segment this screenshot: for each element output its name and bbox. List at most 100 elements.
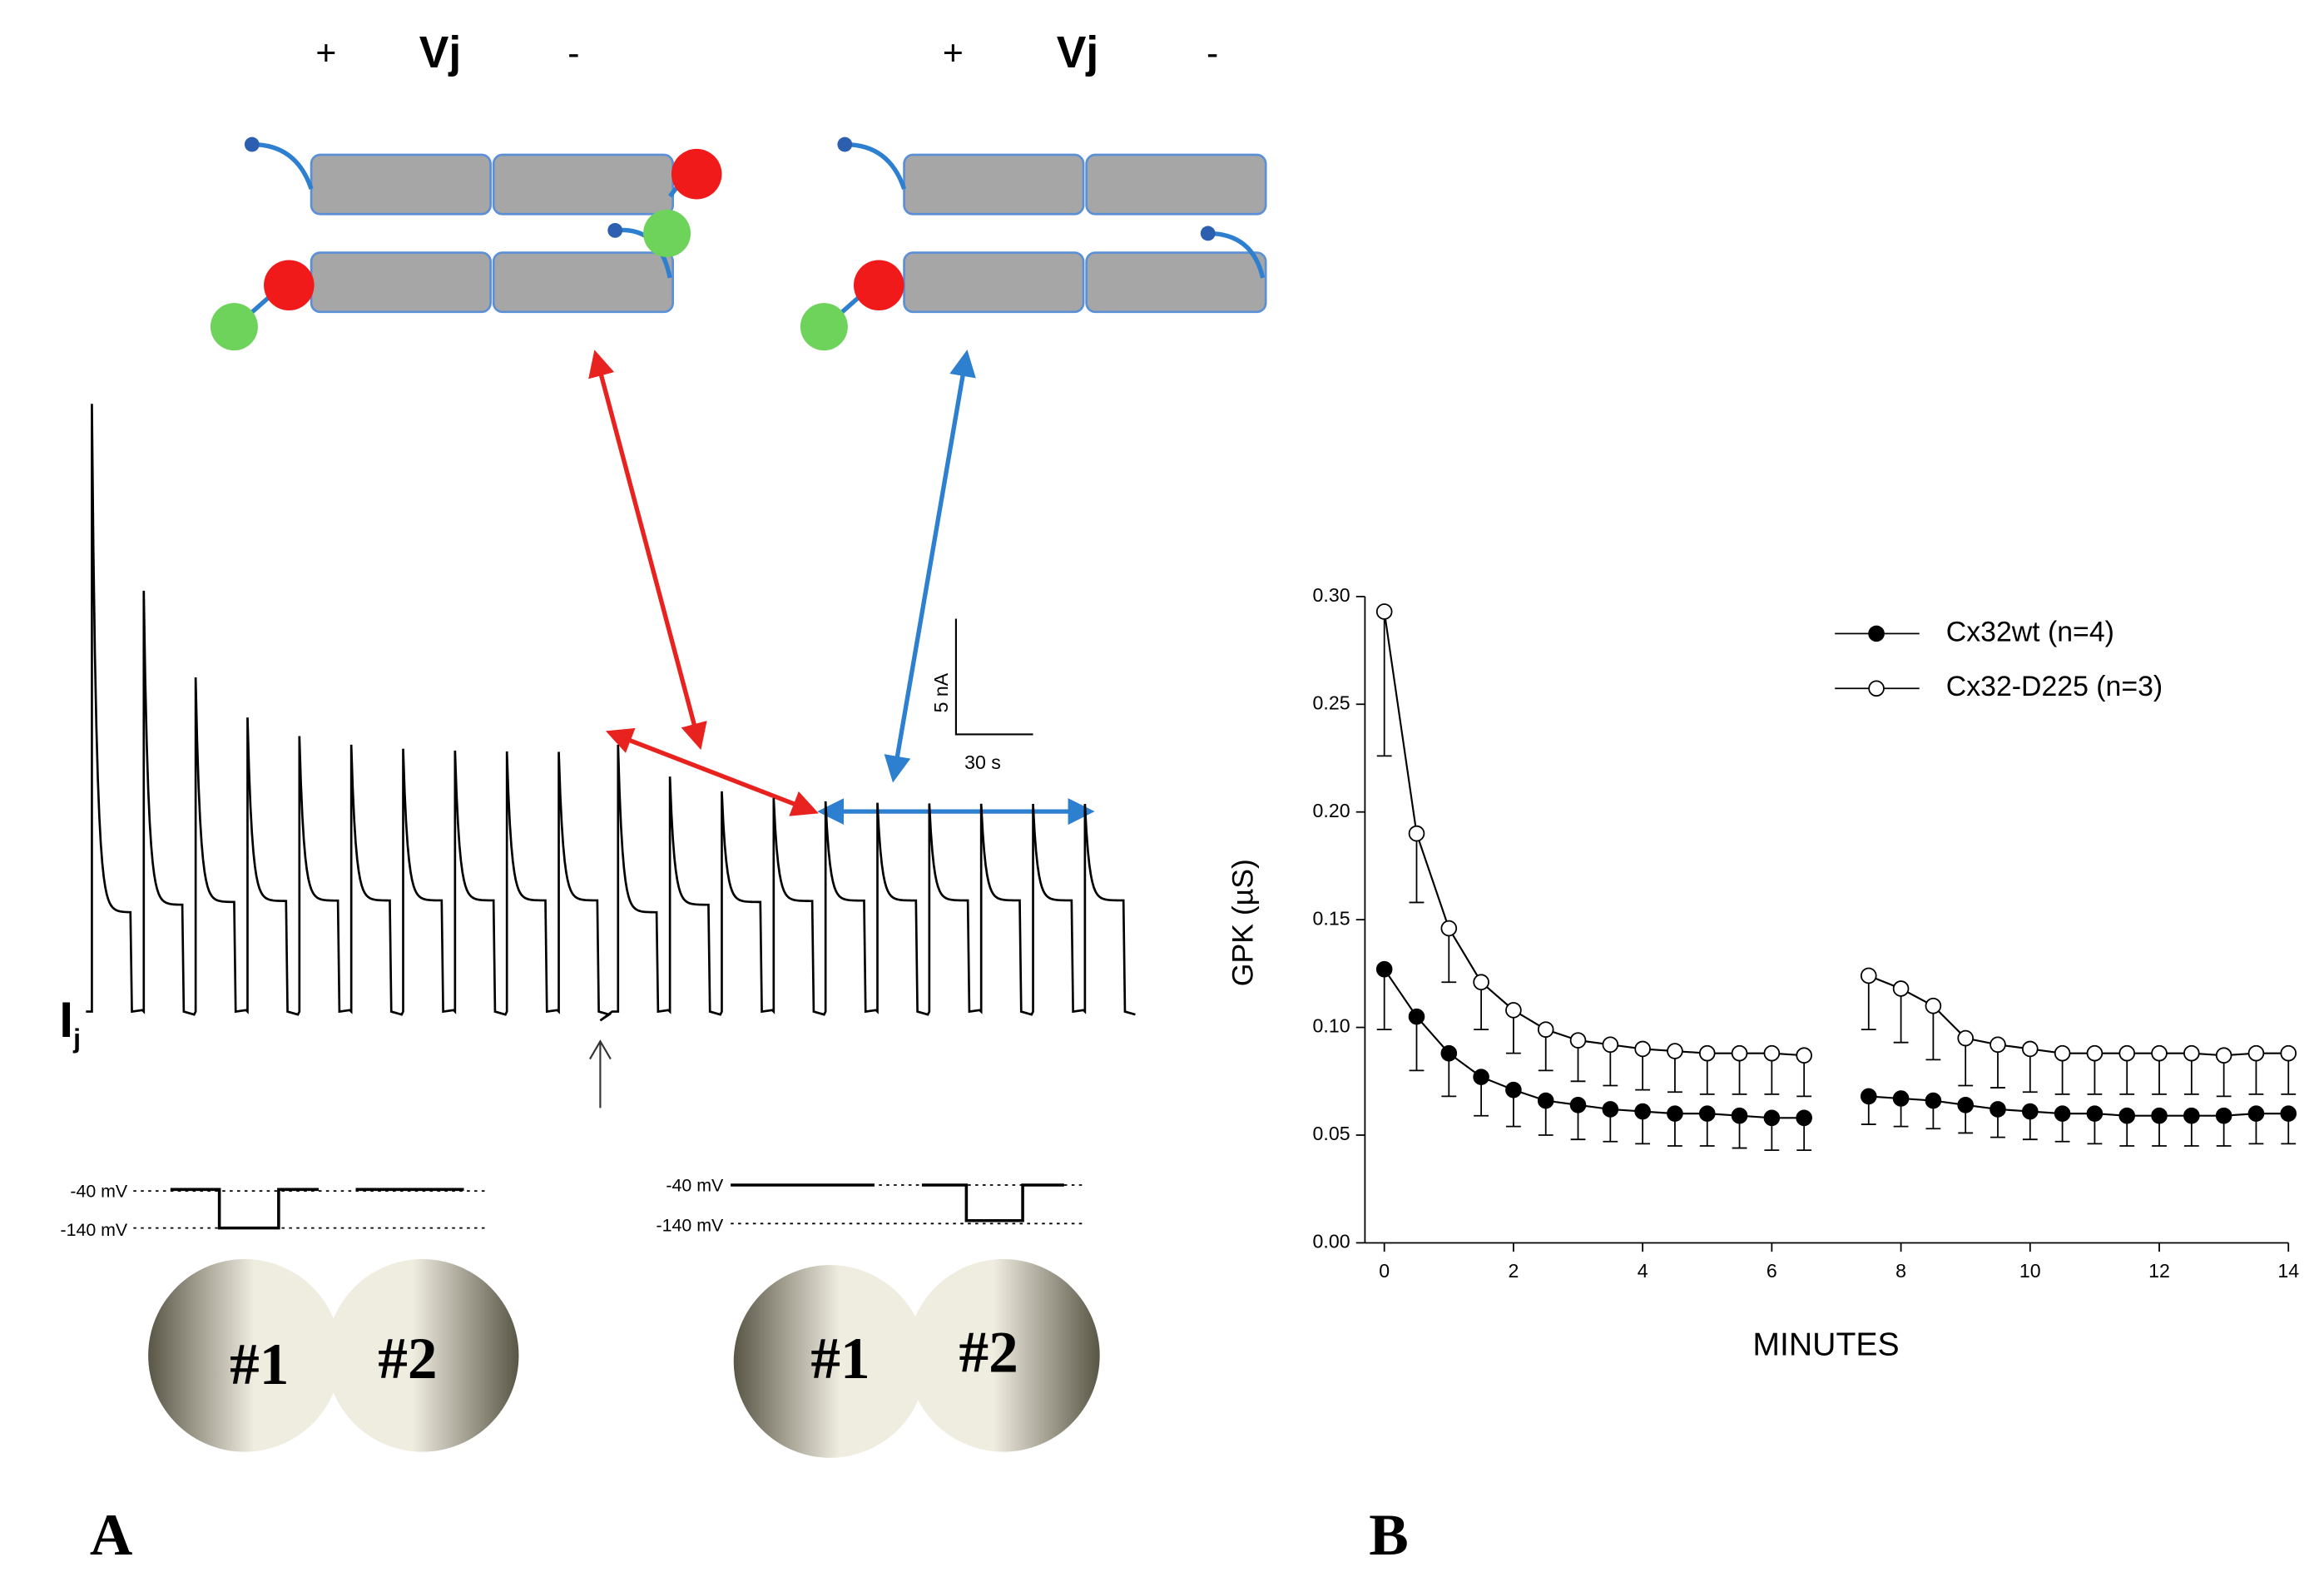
series-line	[1383, 969, 2289, 1119]
point	[1957, 1096, 1974, 1113]
plus: +	[315, 33, 336, 73]
switch-arrow	[589, 1039, 612, 1108]
step-label: -140 mV	[657, 1216, 724, 1236]
point	[1796, 1109, 1812, 1127]
point	[2151, 1107, 2168, 1124]
point	[1569, 1032, 1587, 1049]
point	[2280, 1105, 2297, 1122]
point	[2022, 1103, 2039, 1120]
point	[1763, 1044, 1781, 1062]
arrow	[588, 350, 707, 751]
point	[1796, 1047, 1812, 1064]
x-tick-label: 10	[2019, 1260, 2041, 1282]
current-trace	[86, 404, 1136, 1022]
point	[2215, 1107, 2232, 1124]
point	[1925, 997, 1942, 1014]
x-axis-label: MINUTES	[1752, 1327, 1899, 1362]
point	[2054, 1105, 2071, 1122]
hemichannel	[1085, 251, 1267, 314]
ball	[854, 260, 904, 311]
hold-label: -40 mV	[70, 1182, 128, 1202]
protocol-lines	[133, 1183, 1083, 1230]
ij-sub: j	[72, 1024, 81, 1054]
point	[1925, 1092, 1942, 1109]
cell	[148, 1259, 341, 1452]
point	[1375, 960, 1393, 978]
point	[1698, 1105, 1716, 1122]
point	[1505, 1002, 1522, 1019]
point	[1763, 1109, 1781, 1127]
point	[1892, 1090, 1910, 1107]
point	[1375, 603, 1393, 620]
point	[1698, 1044, 1716, 1062]
tail	[251, 141, 314, 190]
cells	[148, 1259, 1100, 1458]
balls	[210, 136, 1216, 351]
point	[2247, 1044, 2265, 1062]
pulse	[731, 1183, 1064, 1222]
point	[1990, 1036, 2006, 1054]
legend-label: Cx32wt (n=4)	[1946, 616, 2114, 647]
point	[2086, 1105, 2103, 1122]
ball	[643, 209, 691, 257]
point	[1473, 974, 1489, 991]
y-tick-label: 0.00	[1313, 1231, 1350, 1252]
scale-bar	[954, 618, 1033, 736]
cell-label: #2	[378, 1327, 437, 1391]
hemichannel	[492, 251, 675, 314]
legend-label: Cx32-D225 (n=3)	[1946, 671, 2163, 702]
y-tick-label: 0.20	[1313, 800, 1350, 821]
error-bar	[1861, 975, 1876, 1031]
x-tick-label: 4	[1638, 1260, 1648, 1282]
ij-label: Ij	[59, 991, 81, 1054]
y-tick-label: 0.25	[1313, 692, 1350, 713]
ball	[671, 148, 722, 200]
point	[1731, 1044, 1748, 1062]
point	[1990, 1101, 2006, 1118]
ball	[837, 136, 853, 152]
minus: -	[1207, 33, 1218, 73]
point	[2054, 1044, 2071, 1062]
channels	[310, 153, 1267, 314]
point	[1957, 1029, 1974, 1047]
panel-label: B	[1369, 1503, 1409, 1568]
point	[1602, 1101, 1619, 1118]
y-tick-label: 0.10	[1313, 1015, 1350, 1037]
dotted	[133, 1184, 1083, 1229]
cell	[325, 1259, 519, 1452]
point	[2086, 1044, 2103, 1062]
x-tick-label: 6	[1767, 1260, 1777, 1282]
pulse	[170, 1188, 464, 1230]
cell-label: #1	[810, 1327, 870, 1391]
point	[1569, 1096, 1587, 1113]
point	[1667, 1043, 1683, 1059]
ball	[607, 222, 623, 238]
point	[1473, 1069, 1489, 1085]
point	[2215, 1047, 2232, 1064]
y-tick-label: 0.30	[1313, 584, 1350, 606]
hemichannel	[492, 153, 675, 216]
point	[1440, 1044, 1458, 1062]
tail	[1207, 231, 1266, 279]
cell-labels: #1 #2 #1 #2	[230, 1321, 1018, 1397]
vj: Vj	[1057, 28, 1098, 77]
legend-marker	[1868, 680, 1885, 697]
arrow	[605, 728, 819, 816]
error-bar	[1441, 928, 1457, 984]
scale-current: 5 nA	[930, 672, 952, 712]
point	[1892, 980, 1910, 997]
legend-marker	[1868, 625, 1885, 642]
ball	[1200, 226, 1216, 241]
point	[1860, 967, 1877, 984]
point	[1634, 1103, 1651, 1120]
error-bar	[1409, 1016, 1425, 1072]
point	[1731, 1107, 1748, 1124]
point	[1440, 920, 1458, 937]
point	[2118, 1044, 2136, 1062]
error-bar	[1925, 1005, 1941, 1061]
hemichannel	[903, 153, 1085, 216]
ball	[800, 303, 848, 351]
x-tick-label: 8	[1895, 1260, 1906, 1282]
point	[1408, 825, 1425, 842]
cell	[733, 1265, 927, 1458]
